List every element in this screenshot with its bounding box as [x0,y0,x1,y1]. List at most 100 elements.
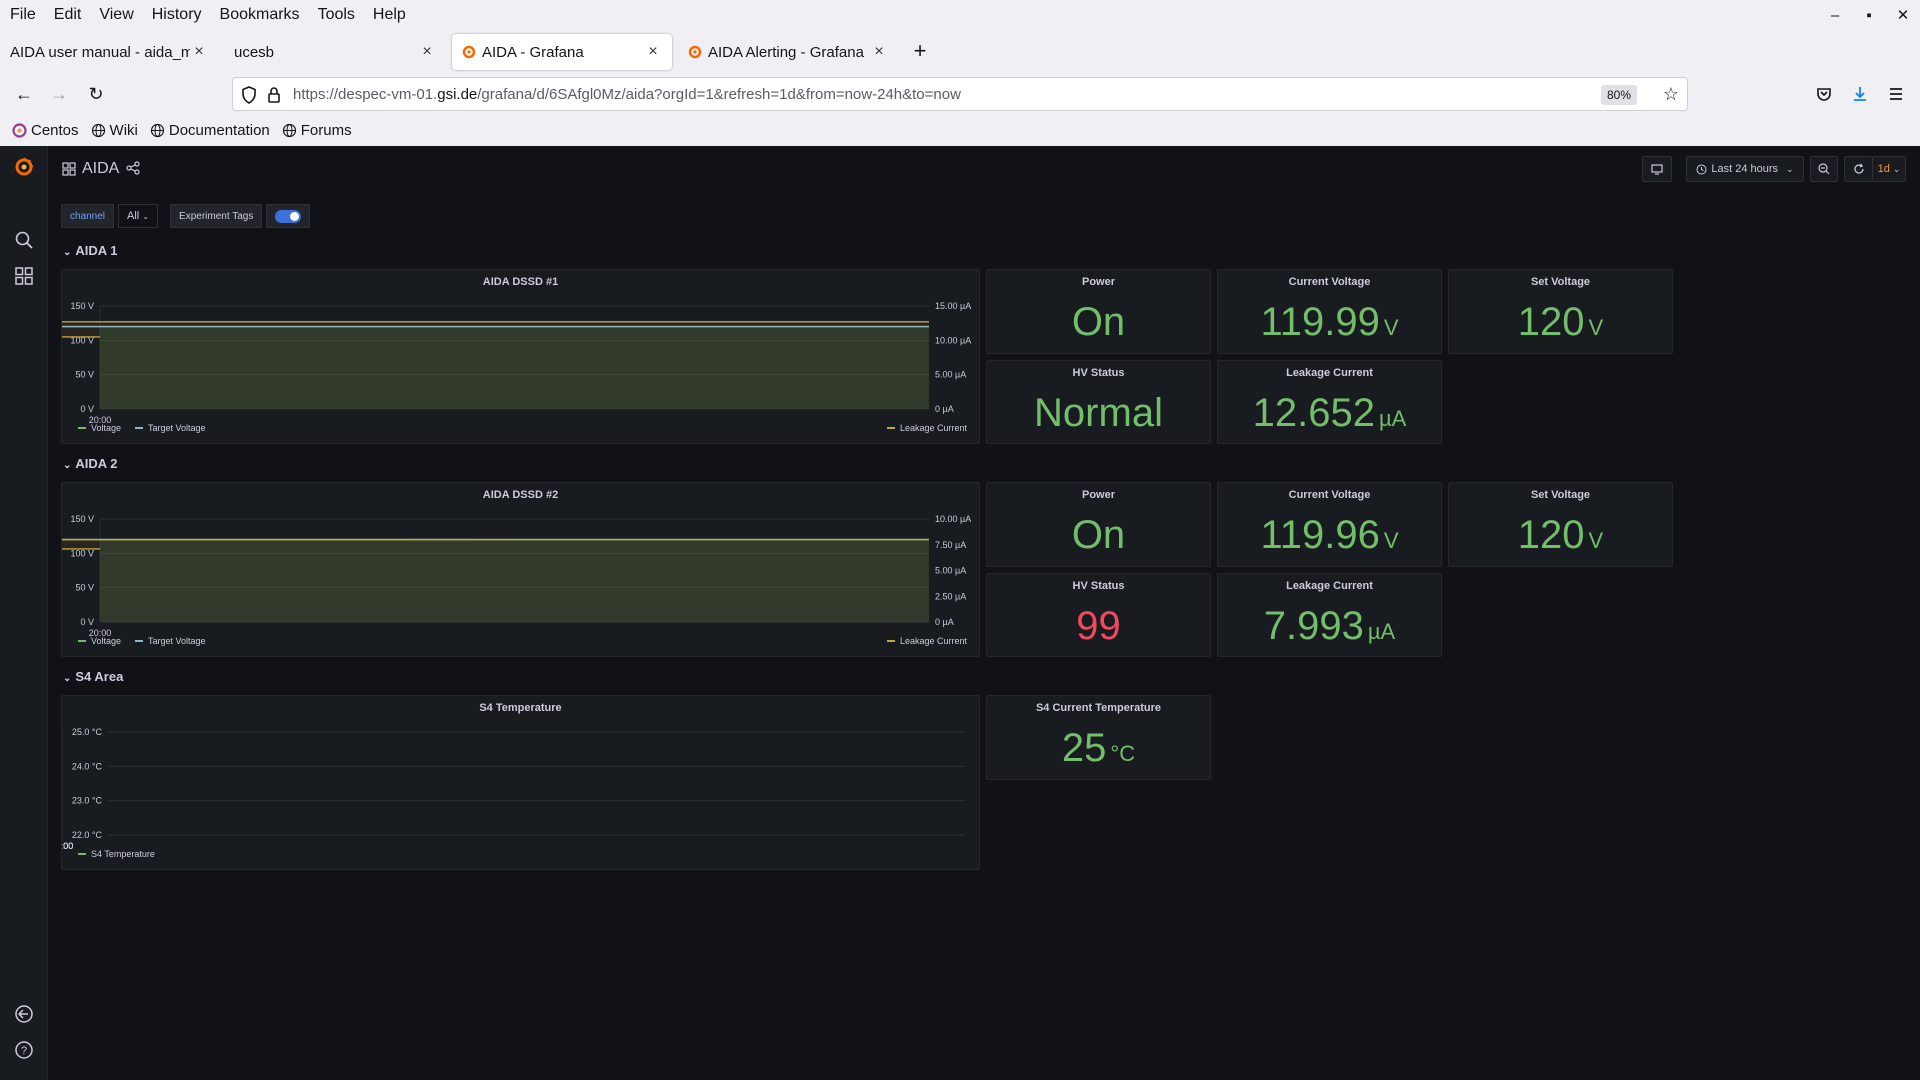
row-header-aida-1[interactable]: ⌄ AIDA 1 [63,243,118,258]
sign-in-icon[interactable] [13,1003,35,1025]
bookmark-star-icon[interactable]: ☆ [1662,84,1679,104]
apps-icon [62,162,76,176]
x-tick-label: 18:00 [62,841,73,851]
stat-panel-power-1[interactable]: Power On [986,269,1211,354]
stat-panel-hv-status-1[interactable]: HV Status Normal [986,360,1211,444]
channel-select[interactable]: All ⌄ [118,204,159,228]
close-window-button[interactable]: ✕ [1896,7,1910,24]
y2-tick-label: 0 µA [935,617,954,627]
legend-swatch [887,427,895,429]
menu-bookmarks[interactable]: Bookmarks [219,6,300,23]
tab-title: AIDA - Grafana [482,43,584,61]
legend-label: Target Voltage [148,636,206,646]
stat-panel-power-2[interactable]: Power On [986,482,1211,567]
experiment-tags-toggle[interactable] [266,204,311,228]
bookmark-centos[interactable]: Centos [0,122,85,139]
legend-swatch [135,640,143,642]
legend-target-voltage[interactable]: Target Voltage [135,636,206,646]
tab-aida-manual[interactable]: AIDA user manual - aida_man × [0,34,218,70]
menu-tools[interactable]: Tools [317,6,355,23]
stat-value: 25 [1061,726,1107,770]
stat-value: 119.99 [1260,300,1380,344]
legend-leakage-current[interactable]: Leakage Current [887,636,967,646]
share-icon[interactable] [126,161,140,175]
y-tick-label: 22.0 °C [72,830,103,840]
reload-icon[interactable]: ↻ [88,83,104,104]
new-tab-button[interactable]: + [913,38,927,63]
graph-panel-aida-dssd-1[interactable]: AIDA DSSD #1 Voltage Target Voltage Leak… [61,269,980,444]
menu-help[interactable]: Help [372,6,406,23]
stat-panel-leakage-current-2[interactable]: Leakage Current 7.993 µA [1217,573,1442,657]
downloads-icon[interactable] [1846,80,1874,108]
row-header-aida-2[interactable]: ⌄ AIDA 2 [63,456,118,471]
forward-icon[interactable]: → [50,83,68,104]
legend-s4-temperature[interactable]: S4 Temperature [78,849,155,859]
grafana-sidemenu: ? [0,146,48,1080]
refresh-interval-button[interactable]: 1d ⌄ [1872,156,1906,182]
minimize-button[interactable]: – [1830,6,1840,24]
bookmark-wiki[interactable]: Wiki [85,122,144,139]
refresh-button[interactable] [1844,156,1872,182]
y-tick-label: 100 V [70,548,94,558]
legend-leakage-current[interactable]: Leakage Current [887,423,967,433]
tracking-shield-icon[interactable] [241,86,257,104]
bookmark-documentation[interactable]: Documentation [144,122,276,139]
graph-panel-s4-temperature[interactable]: S4 Temperature S4 Temperature 25.0 °C 24.… [61,695,980,870]
graph-panel-aida-dssd-2[interactable]: AIDA DSSD #2 Voltage Target Voltage Leak… [61,482,980,657]
lock-icon[interactable] [267,86,281,104]
tab-close-button[interactable]: × [194,43,204,60]
x-tick-label: 22:00 [62,841,73,851]
tab-aida-alerting[interactable]: AIDA Alerting - Grafana × [678,34,898,70]
menu-view[interactable]: View [99,6,134,23]
tab-aida-grafana[interactable]: AIDA - Grafana × [452,34,672,70]
tab-close-button[interactable]: × [874,43,884,60]
help-icon[interactable]: ? [13,1039,35,1061]
zoom-badge[interactable]: 80% [1600,85,1637,105]
stat-value-wrap: 120 V [1449,300,1672,345]
dashboard-title[interactable]: AIDA [82,160,120,177]
chevron-down-icon: ⌄ [63,673,72,684]
time-picker-button[interactable]: Last 24 hours ⌄ [1686,156,1804,182]
legend-voltage[interactable]: Voltage [78,423,121,433]
stat-panel-current-voltage-1[interactable]: Current Voltage 119.99 V [1217,269,1442,354]
stat-value: 99 [1076,604,1121,648]
legend-swatch [78,640,86,642]
tab-close-button[interactable]: × [422,43,432,60]
tab-ucesb[interactable]: ucesb × [224,34,446,70]
stat-value: 7.993 [1263,604,1364,648]
row-header-s4-area[interactable]: ⌄ S4 Area [63,669,123,684]
grafana-logo-icon[interactable] [13,156,35,178]
back-icon[interactable]: ← [15,83,33,104]
x-tick-label: 12:00 [62,841,73,851]
menu-history[interactable]: History [151,6,202,23]
url-text: https://despec-vm-01.gsi.de/grafana/d/6S… [293,86,961,103]
y-tick-label: 24.0 °C [72,761,103,771]
stat-panel-current-voltage-2[interactable]: Current Voltage 119.96 V [1217,482,1442,567]
bookmark-forums[interactable]: Forums [276,122,358,139]
stat-panel-set-voltage-1[interactable]: Set Voltage 120 V [1448,269,1673,354]
legend-target-voltage[interactable]: Target Voltage [135,423,206,433]
legend-voltage[interactable]: Voltage [78,636,121,646]
bookmarks-toolbar: Centos Wiki Documentation Forums [0,116,358,144]
stat-value: On [1071,513,1126,557]
menu-file[interactable]: File [10,6,36,23]
panel-title: Current Voltage [1288,276,1371,288]
x-tick-label: 10:00 [62,841,73,851]
y-tick-label: 100 V [70,335,94,345]
stat-panel-leakage-current-1[interactable]: Leakage Current 12.652 µA [1217,360,1442,444]
search-icon[interactable] [13,229,35,251]
tv-mode-button[interactable] [1642,156,1672,182]
stat-panel-set-voltage-2[interactable]: Set Voltage 120 V [1448,482,1673,567]
experiment-tags-label: Experiment Tags [170,204,263,228]
stat-panel-s4-current-temperature[interactable]: S4 Current Temperature 25 °C [986,695,1211,780]
hamburger-menu-icon[interactable] [1882,80,1910,108]
dashboards-icon[interactable] [13,265,35,287]
url-bar[interactable]: https://despec-vm-01.gsi.de/grafana/d/6S… [232,77,1688,111]
tab-close-button[interactable]: × [648,43,658,60]
zoom-out-button[interactable] [1810,156,1838,182]
bookmark-label: Forums [300,121,352,139]
menu-edit[interactable]: Edit [53,6,82,23]
pocket-icon[interactable] [1810,80,1838,108]
maximize-button[interactable]: ▪ [1866,6,1872,24]
stat-panel-hv-status-2[interactable]: HV Status 99 [986,573,1211,657]
